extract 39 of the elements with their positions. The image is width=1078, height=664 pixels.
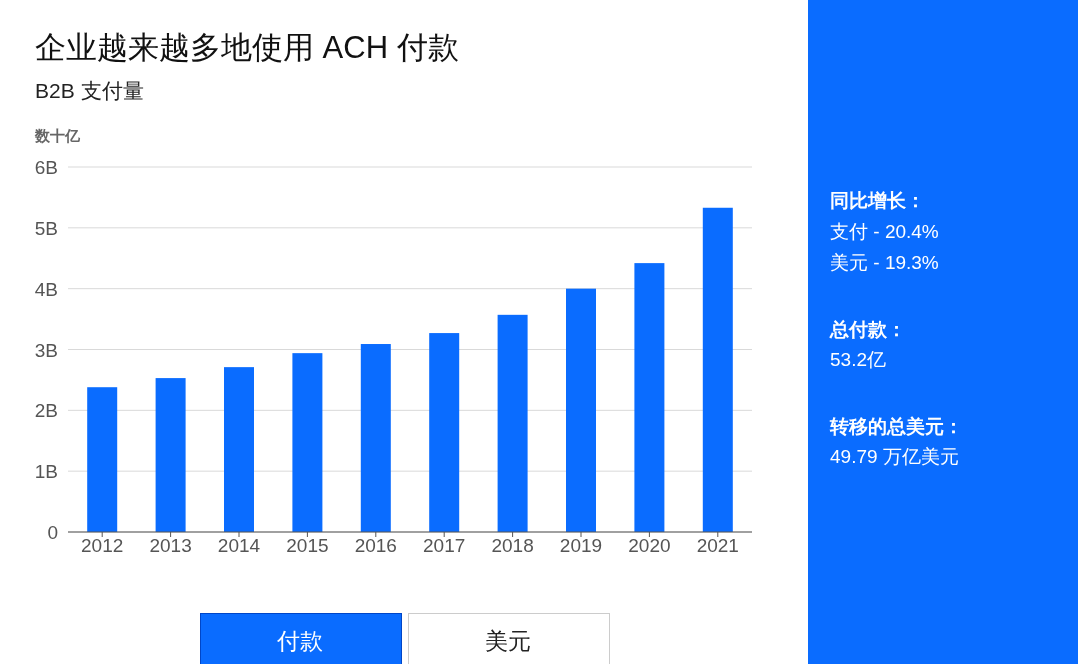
y-tick-label: 2B [34,400,58,422]
bar [360,344,391,532]
y-tick-label: 5B [34,217,58,239]
x-tick-label: 2020 [628,535,671,556]
y-tick-label: 0 [47,522,58,543]
text: 总付款： [829,319,906,340]
y-tick-label: 6B [34,157,58,178]
x-tick-label: 2012 [81,535,124,556]
bar [224,367,254,532]
x-tick-label: 2015 [286,535,329,556]
bar [497,314,528,532]
x-tick-label: 2019 [559,535,603,556]
x-tick-label: 2018 [491,535,534,556]
x-tick-label: 2016 [354,535,397,556]
bar [292,353,323,532]
bar [566,288,596,532]
y-tick-label: 4B [34,278,58,300]
bar [634,263,665,532]
button: 付款 [200,613,402,664]
text: 53.2亿 [830,349,886,370]
text: 同比增长： [830,190,925,211]
bar [702,207,733,532]
x-tick-label: 2017 [423,535,466,556]
x-tick-label: 2013 [149,535,192,556]
bar [87,387,118,532]
text: 支付 - 20.4% [830,221,939,242]
text: 49.79 万亿美元 [830,446,959,467]
y-axis-title: 数十亿 [34,127,81,144]
chart-subtitle: B2B 支付量 [35,79,144,102]
x-tick-label: 2021 [696,535,739,556]
chart-title: 企业越来越多地使用 ACH 付款 [35,30,459,65]
y-tick-label: 1B [34,461,58,483]
x-tick-label: 2014 [217,535,261,556]
bar [155,378,186,532]
text: 转移的总美元： [829,416,963,437]
y-tick-label: 3B [34,339,58,361]
button: 美元 [408,613,610,664]
text: 美元 - 19.3% [830,252,939,273]
bar [429,333,460,532]
